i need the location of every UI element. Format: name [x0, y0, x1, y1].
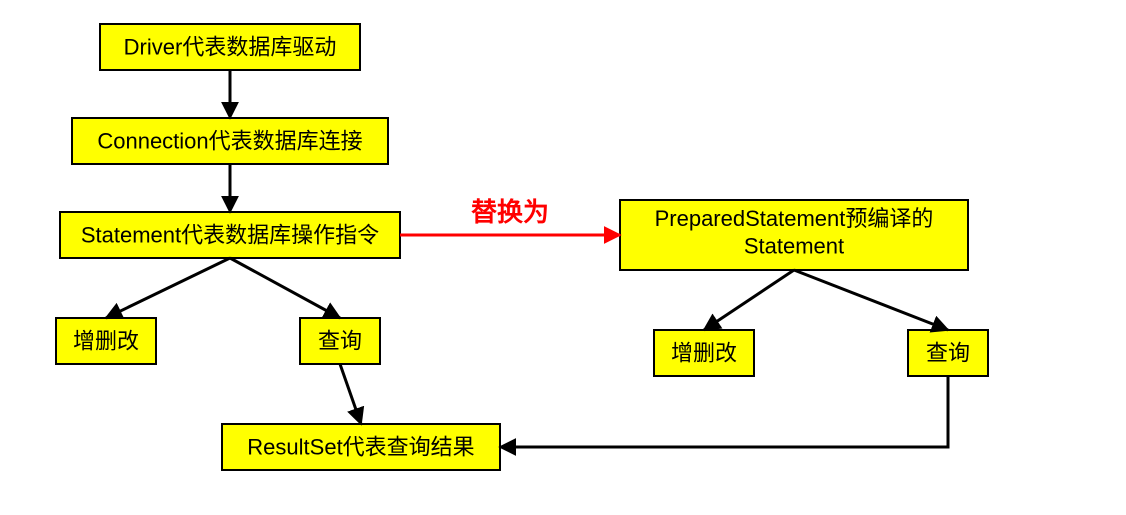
node-stmt: Statement代表数据库操作指令: [60, 212, 400, 258]
node-crudR: 增删改: [654, 330, 754, 376]
node-label: Statement代表数据库操作指令: [81, 223, 379, 248]
edge-queryL-result: [340, 364, 361, 424]
node-result: ResultSet代表查询结果: [222, 424, 500, 470]
flowchart-canvas: Driver代表数据库驱动 Connection代表数据库连接 Statement代…: [0, 0, 1126, 515]
edge-pstmt-queryR: [794, 270, 948, 330]
edge-stmt-pstmt: 替换为: [400, 197, 620, 235]
node-label: 增删改: [73, 329, 139, 354]
edge-pstmt-crudR: [704, 270, 794, 330]
node-crudL: 增删改: [56, 318, 156, 364]
node-label: 增删改: [671, 341, 737, 366]
node-conn: Connection代表数据库连接: [72, 118, 388, 164]
edge-label-replace: 替换为: [471, 197, 549, 227]
edge-stmt-queryL: [230, 258, 340, 318]
node-label: Connection代表数据库连接: [97, 129, 362, 154]
node-label: 查询: [926, 341, 970, 366]
node-label: 查询: [318, 329, 362, 354]
node-queryR: 查询: [908, 330, 988, 376]
edge-stmt-crudL: [106, 258, 230, 318]
node-pstmt: PreparedStatement预编译的 Statement: [620, 200, 968, 270]
node-queryL: 查询: [300, 318, 380, 364]
node-label: PreparedStatement预编译的: [655, 206, 934, 231]
edge-queryR-result: [500, 376, 948, 447]
node-label: ResultSet代表查询结果: [247, 435, 474, 460]
node-label: Driver代表数据库驱动: [124, 35, 337, 60]
node-driver: Driver代表数据库驱动: [100, 24, 360, 70]
node-label: Statement: [744, 234, 844, 259]
